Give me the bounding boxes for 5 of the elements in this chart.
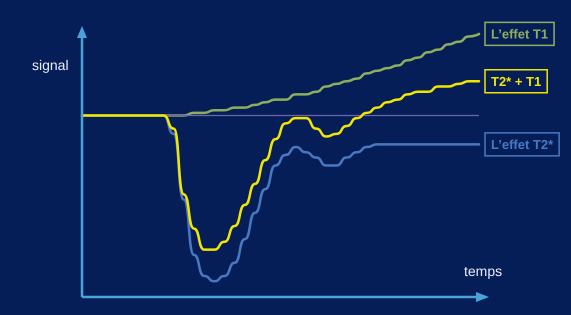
series-label: L’effet T1 <box>491 26 548 42</box>
series-label: T2* + T1 <box>491 74 542 89</box>
y-axis-title: signal <box>32 57 69 73</box>
series-label: L’effet T2* <box>491 136 554 152</box>
x-axis-title: temps <box>464 263 502 279</box>
